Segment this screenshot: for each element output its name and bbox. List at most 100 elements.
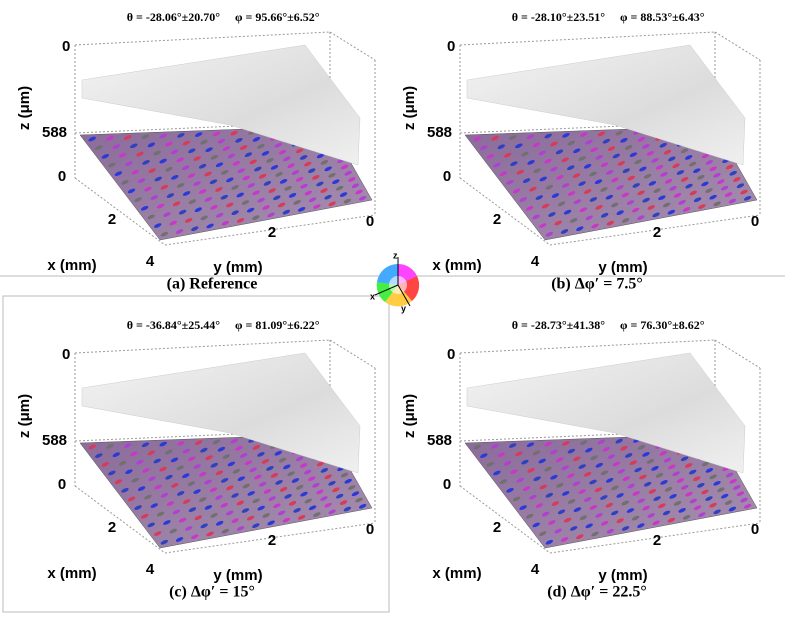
orientation-glyph (283, 464, 291, 470)
orientation-glyph (557, 509, 566, 515)
orientation-glyph (561, 183, 570, 188)
panel: θ = -36.84°±25.44° φ = 81.09°±6.22° z (μm)… (16, 318, 376, 601)
orientation-glyph (652, 520, 660, 526)
orientation-glyph (231, 210, 239, 216)
orientation-glyph (191, 534, 199, 540)
orientation-glyph (600, 495, 608, 500)
y-tick-label: 2 (653, 532, 661, 549)
z-tick-label: 588 (427, 432, 452, 449)
orientation-glyph (118, 460, 127, 466)
orientation-glyph (637, 498, 645, 504)
orientation-glyph (621, 218, 630, 223)
orientation-glyph (217, 446, 226, 452)
orientation-glyph (595, 512, 603, 518)
orientation-glyph (159, 466, 167, 472)
orientation-glyph (204, 197, 213, 202)
orientation-glyph (539, 223, 547, 228)
orientation-glyph (121, 179, 129, 185)
orientation-glyph (266, 158, 274, 163)
orientation-glyph (647, 205, 655, 210)
orientation-glyph (206, 223, 214, 229)
box-edge (459, 31, 716, 46)
orientation-glyph (693, 168, 701, 174)
orientation-glyph (480, 145, 488, 151)
orientation-glyph (316, 489, 324, 495)
orientation-glyph (156, 511, 165, 517)
orientation-glyph (277, 202, 286, 208)
orientation-glyph (535, 195, 543, 200)
orientation-glyph (663, 149, 672, 155)
orientation-glyph (227, 461, 236, 467)
surface (466, 44, 746, 166)
orientation-glyph (551, 193, 560, 198)
orientation-glyph (510, 469, 518, 475)
orientation-glyph (136, 151, 144, 157)
orientation-glyph (130, 451, 138, 457)
orientation-glyph (287, 163, 295, 169)
stat-phi: φ = 95.66°±6.52° (235, 10, 320, 24)
orientation-glyph (550, 166, 558, 172)
orientation-glyph (634, 467, 642, 473)
orientation-glyph (589, 197, 598, 202)
orientation-glyph (270, 473, 279, 478)
orientation-glyph (642, 505, 650, 511)
orientation-glyph (589, 479, 597, 485)
orientation-glyph (304, 498, 312, 504)
orientation-glyph (182, 473, 190, 479)
orientation-glyph (663, 457, 672, 463)
orientation-glyph (705, 160, 714, 165)
x-tick-label: 2 (493, 519, 501, 536)
orientation-glyph (589, 171, 597, 177)
orientation-glyph (617, 468, 625, 474)
orientation-glyph (185, 526, 193, 531)
orientation-glyph (632, 491, 640, 496)
orientation-glyph (550, 141, 558, 147)
orientation-glyph (252, 137, 261, 142)
z-tick-label: 588 (42, 124, 67, 141)
orientation-glyph (521, 459, 529, 465)
orientation-glyph (682, 207, 691, 212)
orientation-glyph (629, 152, 638, 158)
orientation-glyph (616, 518, 624, 524)
orientation-glyph (508, 443, 517, 448)
orientation-glyph (328, 509, 336, 515)
orientation-glyph (148, 476, 156, 482)
orientation-glyph (237, 476, 245, 482)
orientation-glyph (252, 445, 261, 450)
orientation-glyph (617, 160, 625, 166)
z-label: z (μm) (16, 86, 33, 130)
orientation-glyph (584, 189, 592, 194)
orientation-glyph (273, 195, 281, 201)
box-edge (459, 339, 716, 354)
orientation-glyph (701, 181, 709, 187)
box-edge (549, 522, 761, 554)
orientation-glyph (193, 156, 201, 161)
orientation-glyph (123, 135, 132, 140)
orientation-glyph (550, 449, 558, 455)
orientation-glyph (525, 205, 534, 211)
orientation-glyph (127, 188, 136, 194)
surface (81, 44, 361, 166)
orientation-glyph (278, 457, 287, 463)
x-tick-label: 2 (108, 519, 116, 536)
orientation-glyph (274, 142, 282, 148)
orientation-glyph (199, 497, 207, 502)
orientation-glyph (567, 499, 576, 504)
orientation-glyph (693, 505, 702, 511)
orientation-glyph (664, 487, 673, 492)
orientation-glyph (497, 144, 505, 150)
orientation-glyph (668, 156, 676, 162)
orientation-glyph (166, 501, 175, 506)
orientation-glyph (532, 450, 541, 456)
orientation-glyph (279, 179, 288, 184)
orientation-glyph (150, 195, 158, 200)
box-edge (329, 339, 376, 369)
caption: (a) Reference (167, 276, 258, 293)
orientation-glyph (627, 175, 635, 181)
orientation-glyph (340, 472, 349, 478)
orientation-glyph (169, 528, 177, 534)
orientation-glyph (252, 190, 260, 196)
orientation-glyph (348, 177, 356, 182)
panel: θ = -28.06°±20.70° φ = 95.66°±6.52° z (μm)… (16, 10, 376, 293)
orientation-glyph (579, 515, 588, 521)
